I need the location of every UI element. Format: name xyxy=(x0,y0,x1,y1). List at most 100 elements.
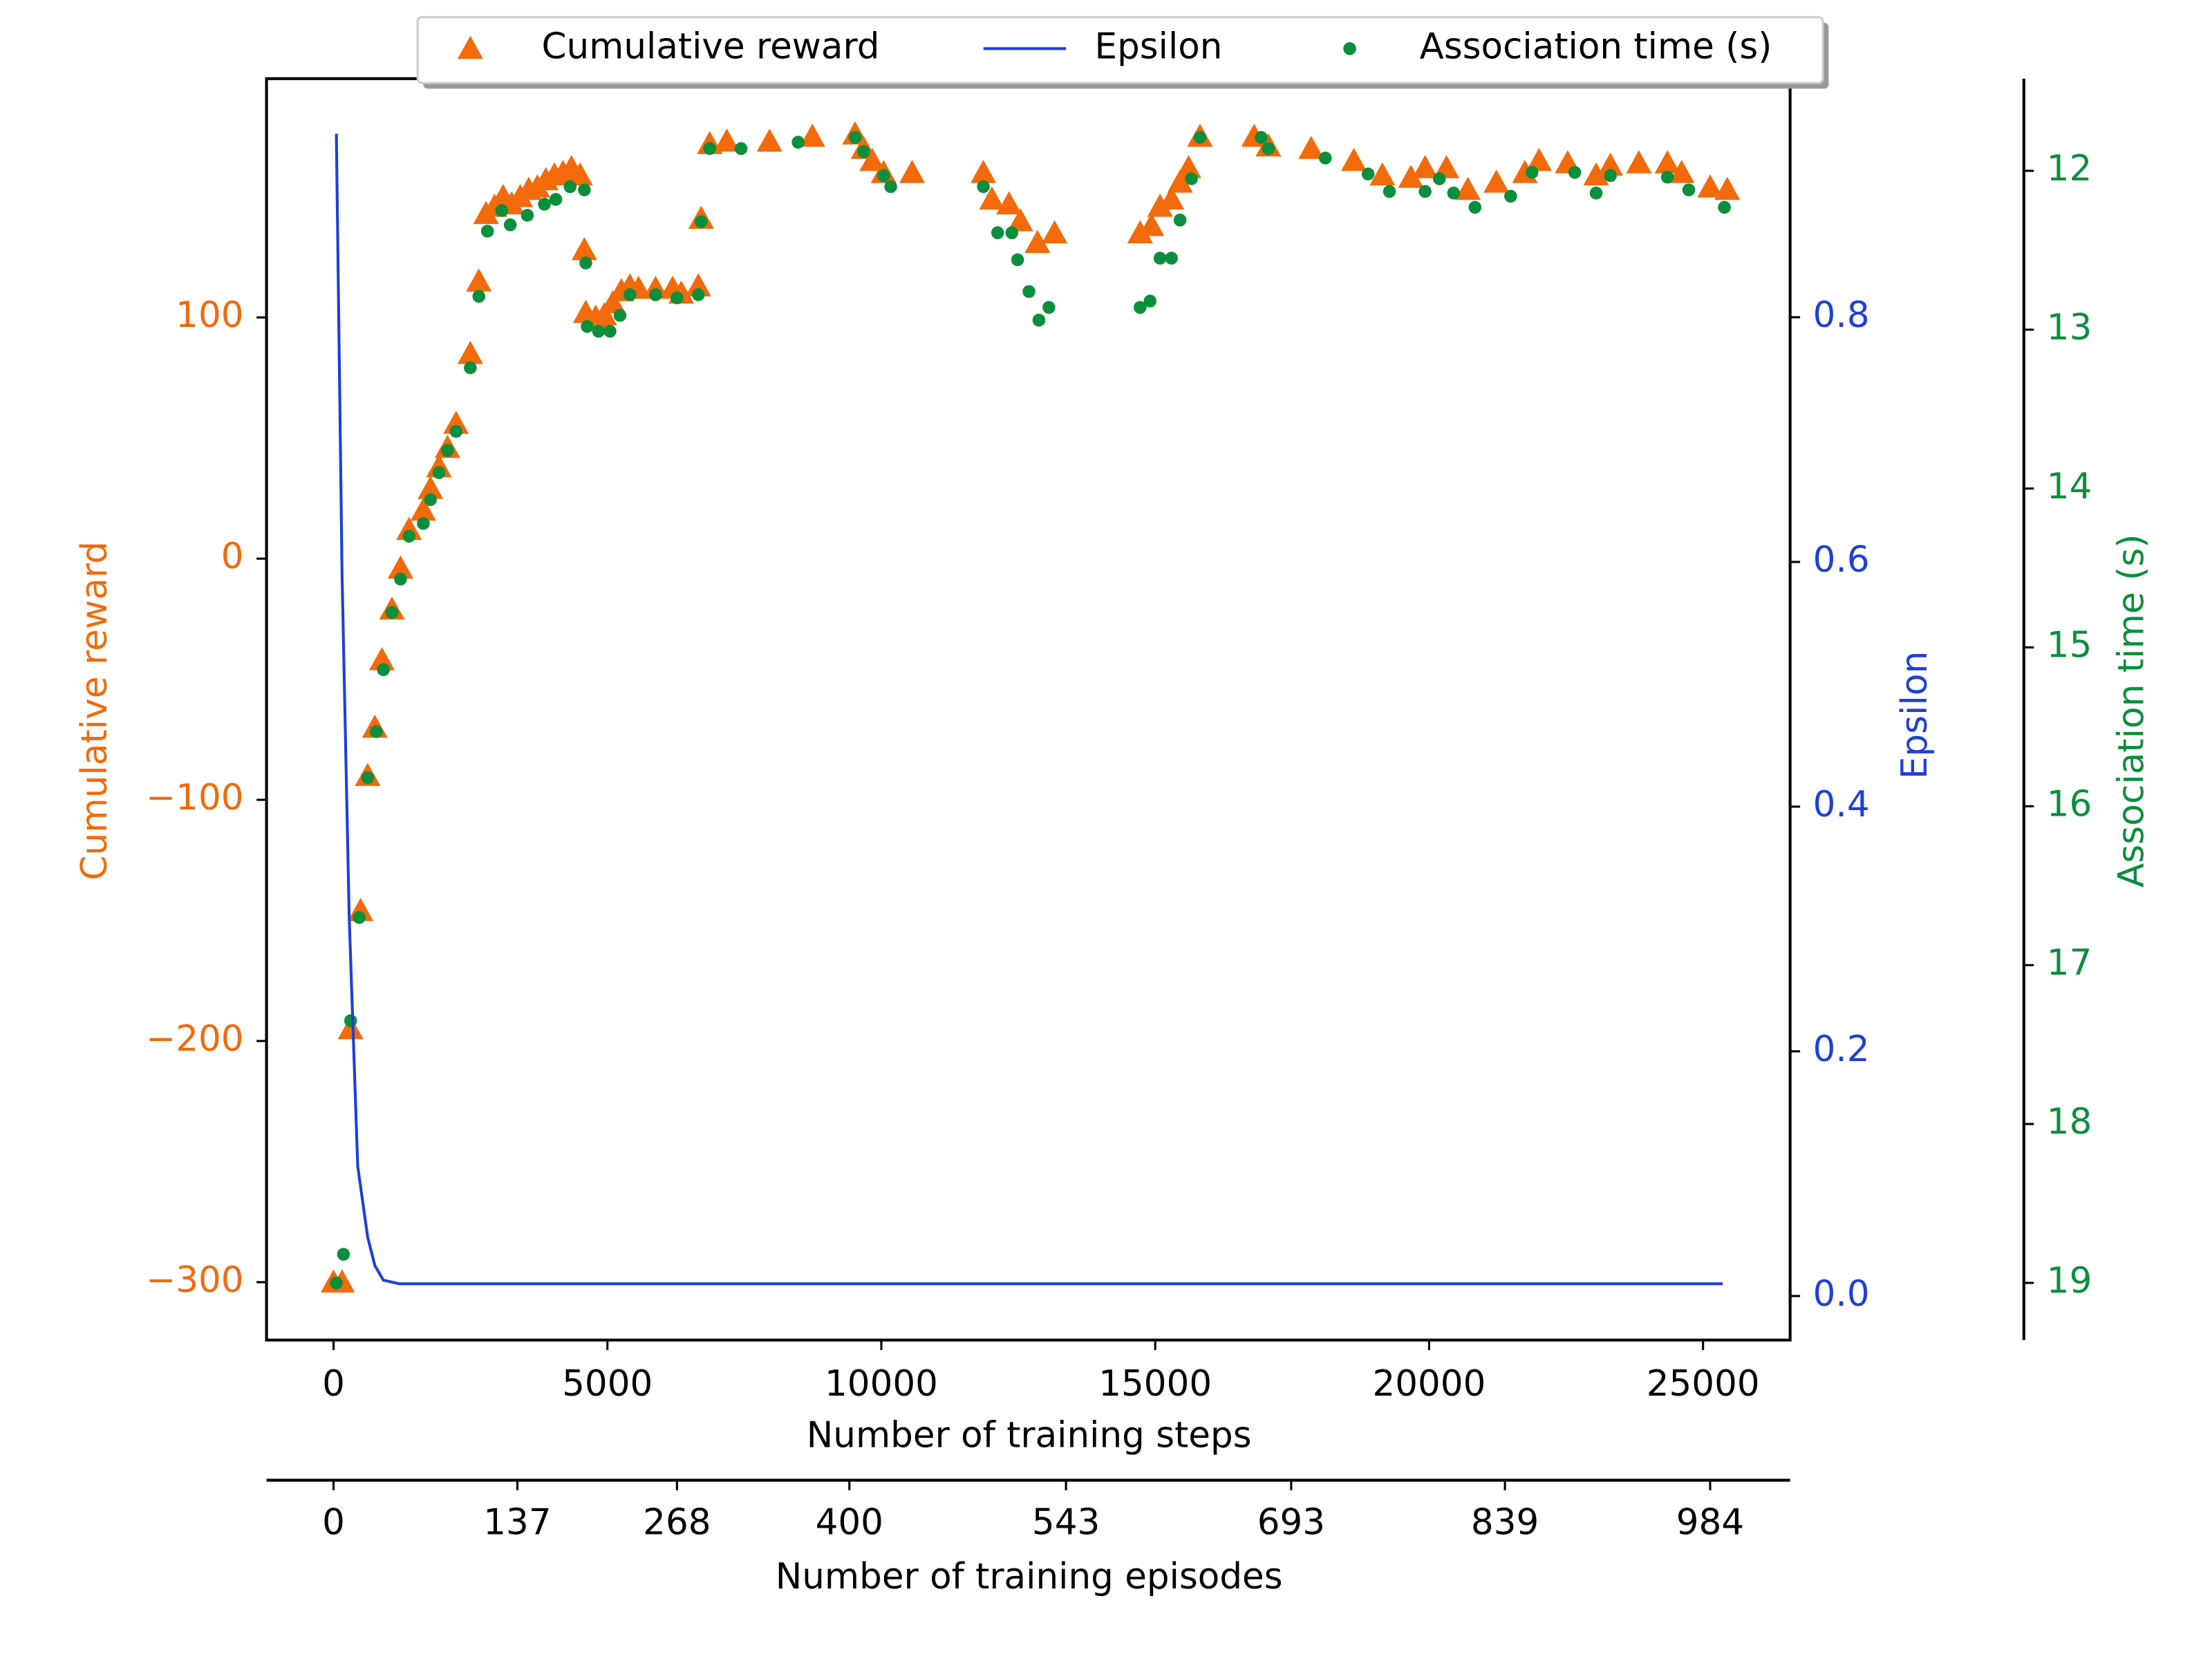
dot-marker xyxy=(441,444,454,457)
triangle-marker xyxy=(1454,176,1481,200)
x2-tick-label: 400 xyxy=(816,1501,883,1543)
legend-marker xyxy=(1343,42,1356,55)
dot-marker xyxy=(370,725,383,738)
dot-marker xyxy=(495,204,509,217)
dot-marker xyxy=(549,193,563,206)
legend: Cumulative reward Epsilon Association time… xyxy=(416,16,1829,89)
triangle-marker xyxy=(996,191,1022,215)
triangle-marker xyxy=(971,160,997,183)
dot-marker xyxy=(1568,166,1582,179)
epsilon-line xyxy=(335,133,1723,1286)
dot-marker xyxy=(977,180,990,194)
triangle-marker xyxy=(1167,169,1193,193)
dot-marker xyxy=(394,572,407,586)
dot-marker xyxy=(1011,253,1024,267)
legend-label: Epsilon xyxy=(1095,26,1223,67)
dot-marker xyxy=(1134,301,1147,315)
dot-marker xyxy=(521,209,534,222)
triangle-marker xyxy=(591,302,617,326)
dot-marker xyxy=(1255,131,1268,144)
triangle-marker xyxy=(899,160,926,183)
y3-tick-label: 16 xyxy=(2047,783,2092,825)
dot-marker xyxy=(1143,294,1157,308)
triangle-marker xyxy=(396,516,422,541)
y2-tick-label: 0.8 xyxy=(1813,294,1870,336)
y3-axis-title: Association time (s) xyxy=(2111,534,2153,888)
dot-marker xyxy=(848,131,862,144)
y3-tick-label: 15 xyxy=(2047,625,2092,666)
y3-tick-label: 19 xyxy=(2047,1260,2092,1302)
x2-tick-label: 137 xyxy=(483,1501,551,1543)
x-tick-label: 15000 xyxy=(1098,1363,1212,1405)
y3-tick-label: 13 xyxy=(2047,307,2092,348)
dot-marker xyxy=(1504,189,1517,203)
dot-marker xyxy=(1262,142,1275,156)
triangle-marker xyxy=(1669,160,1695,183)
triangle-marker xyxy=(1147,194,1173,217)
dot-marker xyxy=(472,290,486,303)
dot-marker xyxy=(1604,169,1617,182)
triangle-marker xyxy=(567,162,593,186)
dot-marker xyxy=(857,145,870,158)
dot-marker xyxy=(877,169,890,182)
triangle-marker xyxy=(1483,169,1510,193)
triangle-marker xyxy=(1127,220,1153,243)
triangle-marker xyxy=(685,273,711,297)
triangle-marker xyxy=(1024,229,1051,253)
dot-marker xyxy=(734,142,748,156)
triangle-marker xyxy=(1159,186,1185,210)
dot-marker xyxy=(579,256,592,270)
dot-marker xyxy=(791,135,805,149)
dot-marker xyxy=(424,493,437,507)
x2-tick-label: 839 xyxy=(1471,1501,1539,1543)
x2-axis-title: Number of training episodes xyxy=(776,1556,1283,1597)
x-axis-title: Number of training steps xyxy=(807,1414,1252,1456)
dot-marker xyxy=(538,198,551,211)
triangle-marker xyxy=(457,340,483,364)
triangle-marker xyxy=(418,476,444,499)
triangle-marker xyxy=(1138,213,1165,236)
triangle-marker xyxy=(387,555,413,579)
dot-marker xyxy=(344,1014,357,1027)
y2-axis-title: Epsilon xyxy=(1894,651,1936,780)
triangle-marker xyxy=(1697,174,1723,198)
dot-marker xyxy=(1468,200,1482,214)
x-tick-label: 20000 xyxy=(1372,1363,1485,1405)
dot-marker xyxy=(1382,185,1396,198)
y-tick-label: −300 xyxy=(146,1259,244,1301)
y-tick-label: 0 xyxy=(221,536,244,577)
dot-marker xyxy=(330,1276,343,1290)
dot-marker xyxy=(464,361,477,375)
dot-marker xyxy=(1032,313,1046,327)
y2-tick-label: 0.0 xyxy=(1813,1273,1870,1315)
triangle-marker xyxy=(713,128,740,152)
dot-marker xyxy=(1589,186,1603,200)
triangle-marker xyxy=(443,411,469,434)
dot-marker xyxy=(563,180,577,194)
dot-marker xyxy=(991,226,1004,240)
dot-marker xyxy=(592,324,606,338)
x2-tick-label: 693 xyxy=(1257,1501,1325,1543)
dot-marker xyxy=(377,663,390,677)
dot-marker xyxy=(624,288,637,301)
triangle-marker xyxy=(466,268,492,292)
triangle-marker xyxy=(859,147,885,171)
triangle-marker xyxy=(1583,162,1609,186)
dot-marker xyxy=(1319,151,1332,165)
dot-marker xyxy=(402,529,416,543)
dot-marker xyxy=(1042,301,1056,315)
triangle-marker xyxy=(1042,220,1068,243)
triangle-marker xyxy=(571,236,597,261)
y3-tick-label: 18 xyxy=(2047,1101,2092,1143)
triangle-marker xyxy=(979,186,1005,210)
y2-tick-label: 0.6 xyxy=(1813,539,1870,581)
x2-tick-label: 984 xyxy=(1676,1501,1744,1543)
triangle-marker xyxy=(642,275,668,299)
dot-marker xyxy=(1193,131,1207,144)
dot-marker xyxy=(1361,167,1375,180)
triangle-marker xyxy=(1597,152,1624,176)
dot-marker xyxy=(1432,172,1446,185)
